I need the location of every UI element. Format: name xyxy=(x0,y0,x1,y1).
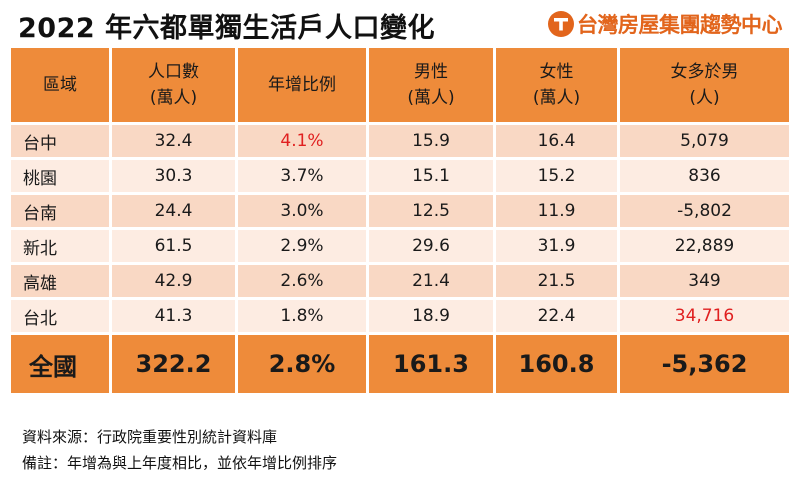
population-cell: 42.9 xyxy=(112,265,238,300)
female-minus-male-cell: 5,079 xyxy=(620,125,789,160)
male-cell: 161.3 xyxy=(369,335,496,393)
female-cell: 21.5 xyxy=(496,265,620,300)
region-cell: 高雄 xyxy=(11,265,112,300)
growth-cell: 2.8% xyxy=(238,335,369,393)
col-header-line1: 人口數 xyxy=(148,62,199,82)
male-cell: 29.6 xyxy=(369,230,496,265)
source-note: 資料來源：行政院重要性別統計資料庫 xyxy=(22,428,278,446)
col-header-line1: 男性 xyxy=(414,62,448,82)
col-header-female: 女性 (萬人) xyxy=(496,48,620,125)
col-header-line1: 區域 xyxy=(43,75,77,95)
female-minus-male-cell: 34,716 xyxy=(620,300,789,335)
region-cell: 全國 xyxy=(11,335,112,393)
col-header-line2: (萬人) xyxy=(407,88,455,108)
population-cell: 32.4 xyxy=(112,125,238,160)
header: 2022 年六都單獨生活戶人口變化 台灣房屋集團趨勢中心 xyxy=(0,0,800,48)
population-cell: 30.3 xyxy=(112,160,238,195)
col-header-line2: (萬人) xyxy=(149,88,198,108)
male-cell: 15.9 xyxy=(369,125,496,160)
female-cell: 31.9 xyxy=(496,230,620,265)
table-row: 新北 61.5 2.9% 29.6 31.9 22,889 xyxy=(11,230,789,265)
col-header-male: 男性 (萬人) xyxy=(369,48,496,125)
region-cell: 台北 xyxy=(11,300,112,335)
col-header-population: 人口數 (萬人) xyxy=(112,48,238,125)
region-cell: 台南 xyxy=(11,195,112,230)
female-minus-male-cell: 22,889 xyxy=(620,230,789,265)
header-row: 區域 人口數 (萬人) 年增比例 男性 (萬人) 女性 (萬人) 女多於男 (人) xyxy=(11,48,789,125)
col-header-female-minus-male: 女多於男 (人) xyxy=(620,48,789,125)
region-cell: 台中 xyxy=(11,125,112,160)
female-cell: 16.4 xyxy=(496,125,620,160)
col-header-line1: 女性 xyxy=(539,62,574,82)
population-cell: 41.3 xyxy=(112,300,238,335)
growth-cell: 3.0% xyxy=(238,195,369,230)
population-cell: 61.5 xyxy=(112,230,238,265)
female-minus-male-cell: -5,362 xyxy=(620,335,789,393)
logo-glyph xyxy=(554,18,568,31)
total-row: 全國 322.2 2.8% 161.3 160.8 -5,362 xyxy=(11,335,789,393)
male-cell: 21.4 xyxy=(369,265,496,300)
male-cell: 15.1 xyxy=(369,160,496,195)
col-header-growth: 年增比例 xyxy=(238,48,369,125)
male-cell: 12.5 xyxy=(369,195,496,230)
female-cell: 15.2 xyxy=(496,160,620,195)
table-row: 桃園 30.3 3.7% 15.1 15.2 836 xyxy=(11,160,789,195)
col-header-line1: 年增比例 xyxy=(268,75,336,95)
population-cell: 24.4 xyxy=(112,195,238,230)
col-header-line2: (人) xyxy=(689,88,720,108)
female-cell: 11.9 xyxy=(496,195,620,230)
growth-cell: 2.9% xyxy=(238,230,369,265)
taiwan-realty-logo-icon xyxy=(548,11,574,37)
table-row: 台中 32.4 4.1% 15.9 16.4 5,079 xyxy=(11,125,789,160)
growth-cell: 4.1% xyxy=(238,125,369,160)
male-cell: 18.9 xyxy=(369,300,496,335)
growth-cell: 3.7% xyxy=(238,160,369,195)
table-row: 台南 24.4 3.0% 12.5 11.9 -5,802 xyxy=(11,195,789,230)
female-minus-male-cell: 836 xyxy=(620,160,789,195)
brand: 台灣房屋集團趨勢中心 xyxy=(548,9,783,39)
population-cell: 322.2 xyxy=(112,335,238,393)
col-header-line2: (萬人) xyxy=(532,88,581,108)
table-row: 高雄 42.9 2.6% 21.4 21.5 349 xyxy=(11,265,789,300)
footnotes: 資料來源：行政院重要性別統計資料庫 備註：年增為與上年度相比，並依年增比例排序 xyxy=(22,424,337,476)
growth-cell: 2.6% xyxy=(238,265,369,300)
table-row: 台北 41.3 1.8% 18.9 22.4 34,716 xyxy=(11,300,789,335)
female-cell: 160.8 xyxy=(496,335,620,393)
female-cell: 22.4 xyxy=(496,300,620,335)
col-header-region: 區域 xyxy=(11,48,112,125)
growth-cell: 1.8% xyxy=(238,300,369,335)
remark-note: 備註：年增為與上年度相比，並依年增比例排序 xyxy=(22,454,338,472)
page-title: 2022 年六都單獨生活戶人口變化 xyxy=(18,13,436,44)
col-header-line1: 女多於男 xyxy=(670,62,739,82)
brand-name: 台灣房屋集團趨勢中心 xyxy=(577,13,783,37)
region-cell: 新北 xyxy=(11,230,112,265)
data-table: 區域 人口數 (萬人) 年增比例 男性 (萬人) 女性 (萬人) 女多於男 (人) 台中… xyxy=(11,48,789,393)
female-minus-male-cell: -5,802 xyxy=(620,195,789,230)
female-minus-male-cell: 349 xyxy=(620,265,789,300)
region-cell: 桃園 xyxy=(11,160,112,195)
